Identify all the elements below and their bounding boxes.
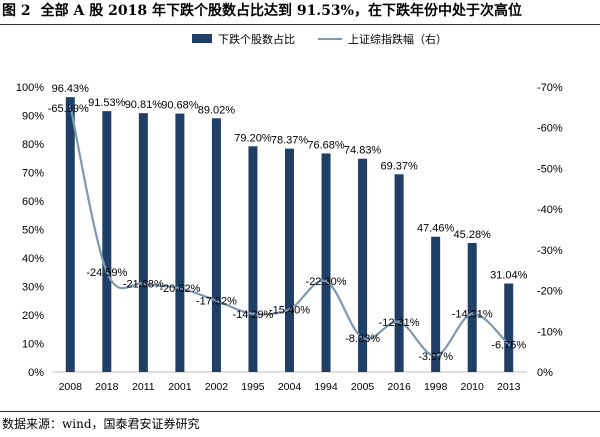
bar [211, 118, 221, 372]
line-value-label: -3.97% [418, 351, 453, 363]
line-value-label: -65.39% [48, 103, 89, 115]
chart-axes: 0%10%20%30%40%50%60%70%80%90%100%0%-10%-… [16, 82, 563, 393]
y-right-tick-label: -40% [537, 204, 563, 216]
bar-value-label: 31.04% [490, 270, 528, 282]
y-left-tick-label: 40% [22, 253, 44, 265]
line-point [178, 286, 182, 290]
line-value-label: -24.59% [86, 267, 127, 279]
line-value-label: -20.62% [159, 283, 200, 295]
x-tick-label: 2004 [278, 381, 302, 393]
legend-label-line: 上证综指跌幅（右） [348, 32, 447, 46]
y-left-tick-label: 80% [22, 139, 44, 151]
x-tick-label: 1994 [314, 381, 338, 393]
y-left-tick-label: 100% [16, 82, 44, 94]
line-value-label: -22.30% [306, 276, 347, 288]
y-left-tick-label: 60% [22, 196, 44, 208]
y-left-tick-label: 50% [22, 225, 44, 237]
bar [467, 242, 477, 372]
source-note: 数据来源：wind，国泰君安证券研究 [2, 417, 200, 431]
data-labels: 96.43% 91.53% 90.81% 90.68% 89.02% 79.20% 78.3… [48, 83, 528, 363]
x-tick-label: 2016 [387, 381, 411, 393]
bar-value-label: 76.68% [307, 139, 345, 151]
bar [321, 153, 331, 372]
line-value-label: -12.31% [379, 317, 420, 329]
line-point [105, 270, 109, 274]
y-right-tick-label: -10% [537, 326, 563, 338]
x-tick-label: 2002 [205, 381, 229, 393]
bar [102, 111, 112, 373]
bar-value-label: 69.37% [380, 160, 418, 172]
bar-value-label: 79.20% [234, 132, 272, 144]
line-point [361, 336, 365, 340]
figure-title: 图 2 全部 A 股 2018 年下跌个股数占比达到 91.53%，在下跌年份中处… [0, 0, 600, 22]
bar-value-label: 96.43% [52, 83, 90, 95]
line-point [141, 282, 145, 286]
y-left-tick-label: 90% [22, 111, 44, 123]
line-point [507, 343, 511, 347]
bar-value-label: 78.37% [271, 135, 309, 147]
bar [504, 283, 514, 372]
y-left-tick-label: 30% [22, 282, 44, 294]
line-value-label: -15.40% [269, 304, 310, 316]
line-value-label: -14.29% [232, 309, 273, 321]
bar [65, 97, 75, 372]
bar-value-label: 91.53% [88, 97, 126, 109]
bar-value-label: 45.28% [454, 229, 492, 241]
bar [394, 174, 404, 372]
bar [248, 146, 258, 372]
bar [138, 113, 148, 372]
y-right-tick-label: -60% [537, 123, 563, 135]
x-tick-label: 2005 [351, 381, 375, 393]
y-right-tick-label: -50% [537, 163, 563, 175]
y-right-tick-label: -20% [537, 286, 563, 298]
line-point [251, 312, 255, 316]
x-tick-label: 2018 [95, 381, 119, 393]
line-point [68, 104, 72, 108]
line-value-label: -8.33% [345, 333, 380, 345]
x-tick-label: 2001 [168, 381, 192, 393]
line-point [324, 279, 328, 283]
y-right-tick-label: -70% [537, 82, 563, 94]
y-left-tick-label: 70% [22, 168, 44, 180]
legend-label-bar: 下跌个股数占比 [218, 32, 295, 46]
line-series [68, 104, 511, 358]
line-point [288, 307, 291, 311]
figure-title-text: 全部 A 股 2018 年下跌个股数占比达到 91.53%，在下跌年份中处于次高… [40, 3, 522, 19]
y-left-tick-label: 0% [28, 367, 44, 379]
y-left-tick-label: 20% [22, 310, 44, 322]
chart: 下跌个股数占比 上证综指跌幅（右） 0% 10% 20% 30% 40% 50% 60% 70%… [16, 32, 563, 393]
bar-value-label: 47.46% [417, 223, 455, 235]
line-value-label: -6.75% [491, 340, 526, 352]
footer-divider [0, 411, 600, 412]
legend-swatch-bar [192, 34, 212, 43]
line-point [397, 320, 401, 324]
bar-series [65, 97, 514, 373]
line-value-label: -17.52% [196, 296, 237, 308]
chart-legend: 下跌个股数占比 上证综指跌幅（右） [192, 32, 447, 46]
bar-value-label: 74.83% [344, 145, 382, 157]
bar [175, 113, 185, 372]
x-tick-label: 2011 [132, 381, 155, 393]
bar [285, 148, 294, 372]
y-right-tick-label: -30% [537, 245, 563, 257]
line-point [434, 354, 438, 358]
line-point [470, 312, 474, 316]
bar [358, 158, 368, 372]
bar-value-label: 90.81% [125, 99, 163, 111]
figure-label: 图 2 [2, 3, 31, 19]
line-value-label: -21.68% [123, 279, 164, 291]
y-right-tick-label: 0% [537, 367, 553, 379]
x-tick-label: 2010 [461, 381, 485, 393]
title-divider [0, 24, 600, 25]
x-tick-label: 2008 [59, 381, 83, 393]
bar-value-label: 89.02% [198, 104, 236, 116]
x-tick-label: 1998 [424, 381, 448, 393]
x-tick-label: 2013 [497, 381, 521, 393]
line-point [214, 299, 218, 303]
line-value-label: -14.31% [452, 309, 493, 321]
y-left-tick-label: 10% [22, 339, 44, 351]
x-tick-label: 1995 [241, 381, 265, 393]
bar [431, 236, 441, 372]
bar-value-label: 90.68% [161, 100, 199, 112]
